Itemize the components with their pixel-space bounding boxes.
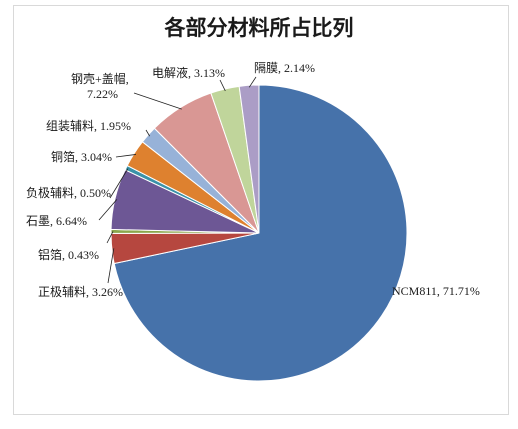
leader-line-9 [248,76,257,88]
data-label-8: 电解液, 3.13% [152,65,225,80]
data-label-7: 钢壳+盖帽, 7.22% [71,71,129,101]
data-label-1: 正极辅料, 3.26% [38,285,123,299]
leader-line-7 [133,92,182,110]
leader-line-6 [145,129,151,137]
pie-slice-9 [238,84,260,234]
data-label-4: 负极辅料, 0.50% [26,186,111,200]
data-labels: NCM811, 71.71% 正极辅料, 3.26% 铝箔, 0.43% 石墨, 6.… [26,61,480,299]
leader-lines [98,76,257,284]
leader-line-2 [106,231,114,244]
leader-line-8 [219,79,226,92]
leader-line-5 [115,154,136,158]
data-label-5: 铜箔, 3.04% [51,149,112,164]
data-label-9: 隔膜, 2.14% [254,61,315,75]
pie-slice-0 [113,84,408,382]
leader-line-4 [109,168,129,199]
data-label-2: 铝箔, 0.43% [38,247,99,262]
data-label-0: NCM811, 71.71% [392,284,480,298]
pie-slices [110,84,408,382]
data-label-3: 石墨, 6.64% [26,214,87,228]
leader-line-1 [107,248,115,284]
chart-title: 各部分材料所占比列 [164,16,354,40]
leader-line-3 [98,199,118,221]
data-label-6: 组装辅料, 1.95% [46,119,131,133]
